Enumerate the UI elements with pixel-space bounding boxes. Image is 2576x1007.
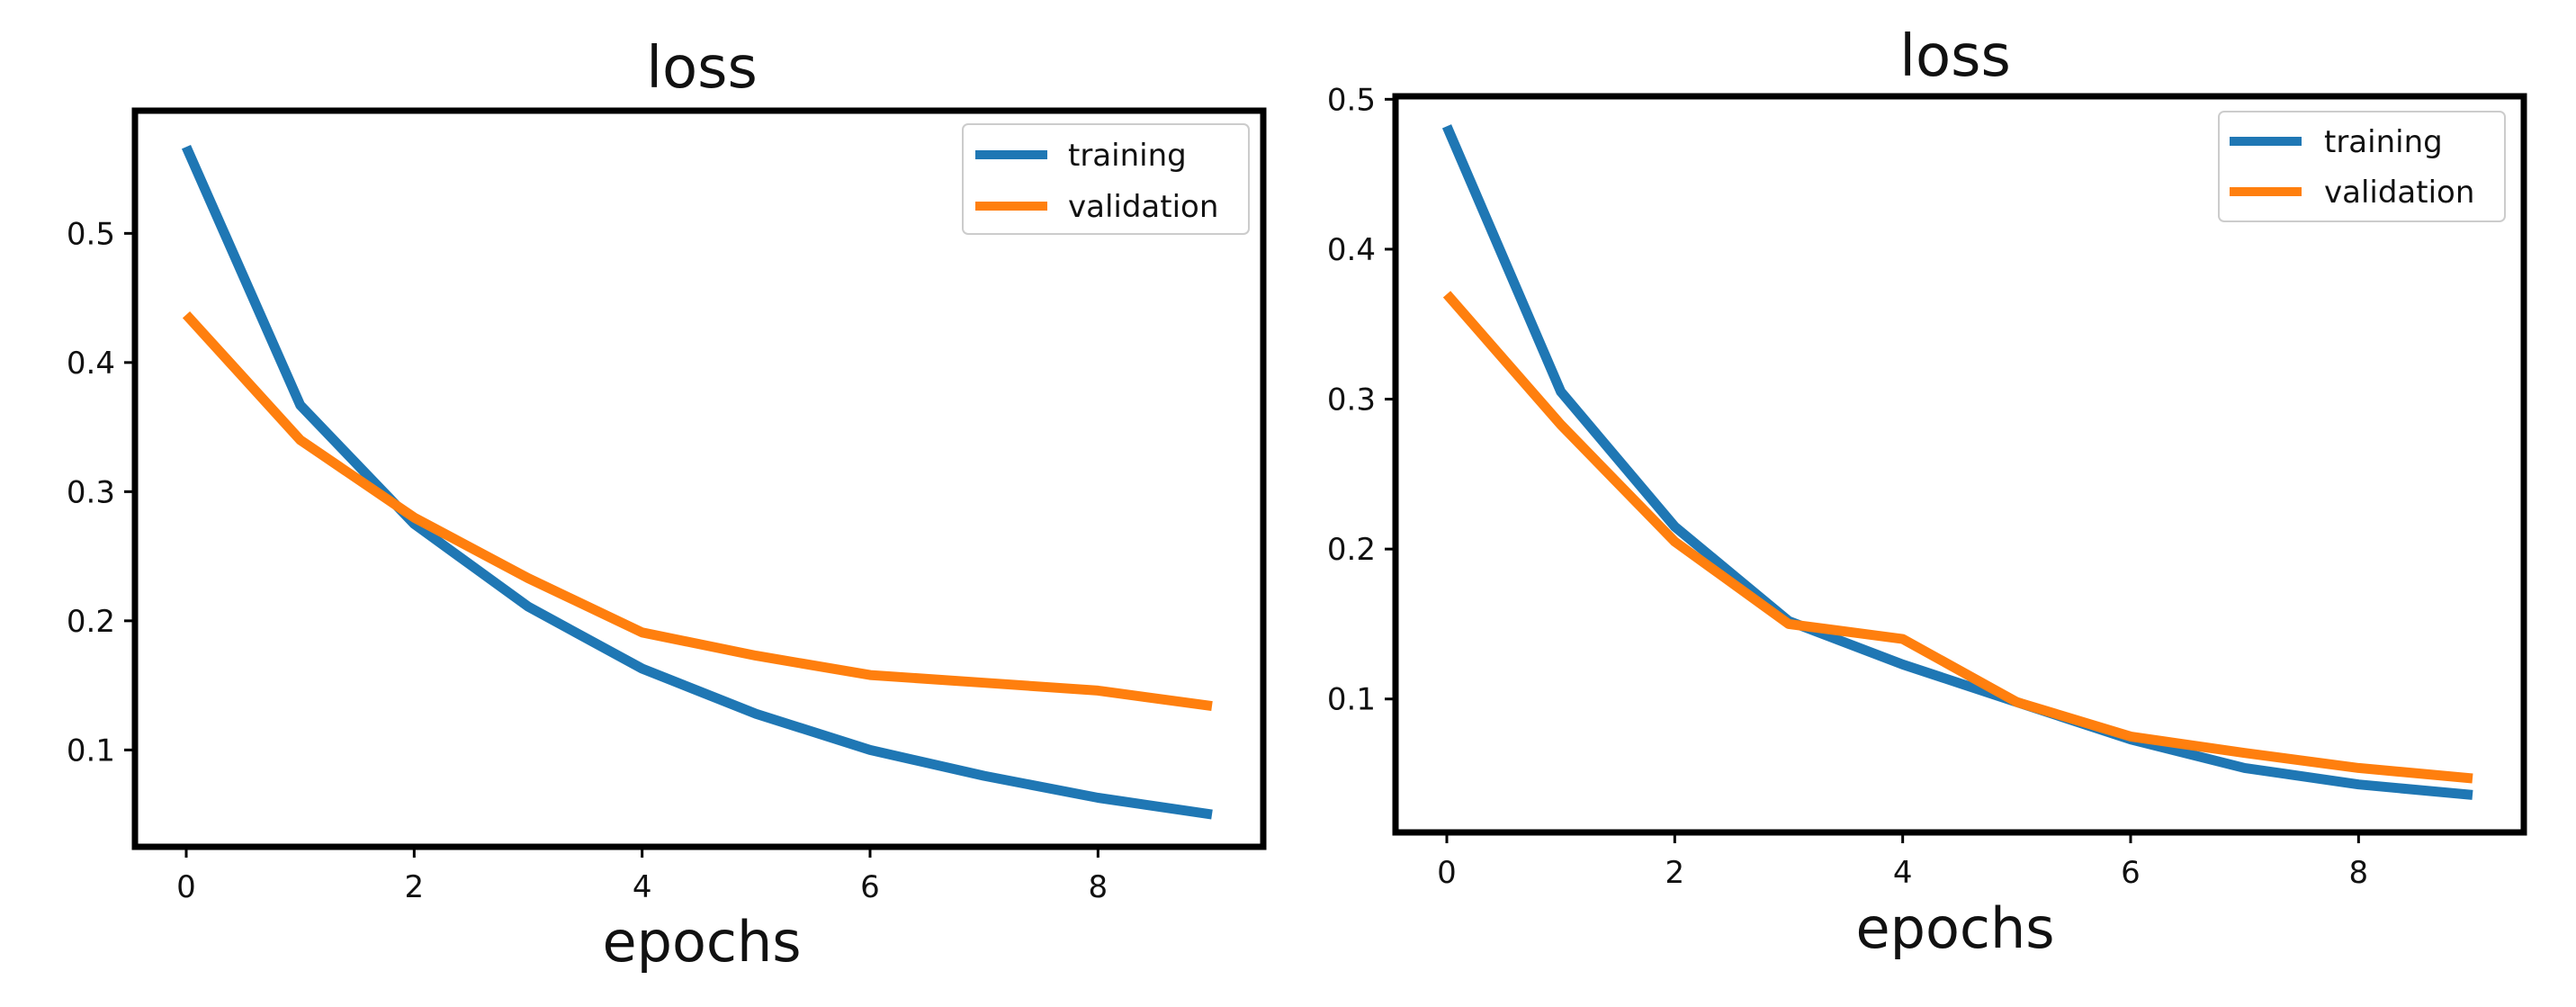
x-tick-label: 2 bbox=[1665, 855, 1685, 891]
x-axis-label: epochs bbox=[602, 909, 801, 975]
y-tick-label: 0.2 bbox=[67, 604, 115, 640]
y-tick-label: 0.2 bbox=[1327, 532, 1376, 568]
x-tick-label: 4 bbox=[633, 869, 652, 905]
y-tick-label: 0.1 bbox=[1327, 682, 1376, 718]
series-lines bbox=[181, 144, 1213, 820]
x-tick-label: 8 bbox=[2349, 855, 2369, 891]
y-tick-label: 0.3 bbox=[1327, 382, 1376, 418]
legend-label-training: training bbox=[1068, 138, 1187, 174]
x-axis-label: epochs bbox=[1855, 895, 2054, 961]
chart-title: loss bbox=[646, 35, 758, 102]
x-tick-label: 4 bbox=[1893, 855, 1913, 891]
x-tick-label: 8 bbox=[1089, 869, 1108, 905]
series-line-training bbox=[1441, 124, 2473, 800]
tick-labels: 0 2 4 6 8 0.1 0.2 0.3 0.4 0.5 bbox=[67, 216, 1108, 905]
series-line-training bbox=[181, 144, 1213, 820]
tick-marks bbox=[1385, 97, 2360, 843]
legend: training validation bbox=[2218, 111, 2506, 222]
y-tick-label: 0.4 bbox=[67, 346, 115, 382]
y-tick-label: 0.5 bbox=[1327, 82, 1376, 118]
chart-right: loss 0 2 4 6 8 0.1 0.2 0.3 0.4 0.5 training valid… bbox=[1327, 23, 2527, 961]
y-tick-label: 0.4 bbox=[1327, 232, 1376, 268]
y-tick-label: 0.3 bbox=[67, 474, 115, 510]
x-tick-label: 2 bbox=[405, 869, 425, 905]
x-tick-label: 0 bbox=[176, 869, 196, 905]
plot-frame bbox=[131, 107, 1267, 850]
legend-label-validation: validation bbox=[1068, 189, 1218, 225]
x-tick-label: 6 bbox=[860, 869, 880, 905]
x-tick-label: 6 bbox=[2121, 855, 2141, 891]
chart-title: loss bbox=[1899, 23, 2011, 90]
chart-left: loss 0 2 4 6 8 0.1 0.2 0.3 0.4 0.5 training valid… bbox=[67, 35, 1267, 975]
tick-labels: 0 2 4 6 8 0.1 0.2 0.3 0.4 0.5 bbox=[1327, 82, 2368, 891]
series-line-validation bbox=[1442, 291, 2473, 784]
legend: training validation bbox=[962, 123, 1250, 235]
plot-frame bbox=[1392, 93, 2527, 836]
legend-label-validation: validation bbox=[2324, 175, 2474, 211]
y-tick-label: 0.5 bbox=[67, 216, 115, 252]
y-tick-label: 0.1 bbox=[67, 733, 115, 769]
series-line-validation bbox=[182, 310, 1213, 712]
series-lines bbox=[1441, 124, 2473, 800]
legend-label-training: training bbox=[2324, 124, 2443, 160]
x-tick-label: 0 bbox=[1437, 855, 1457, 891]
